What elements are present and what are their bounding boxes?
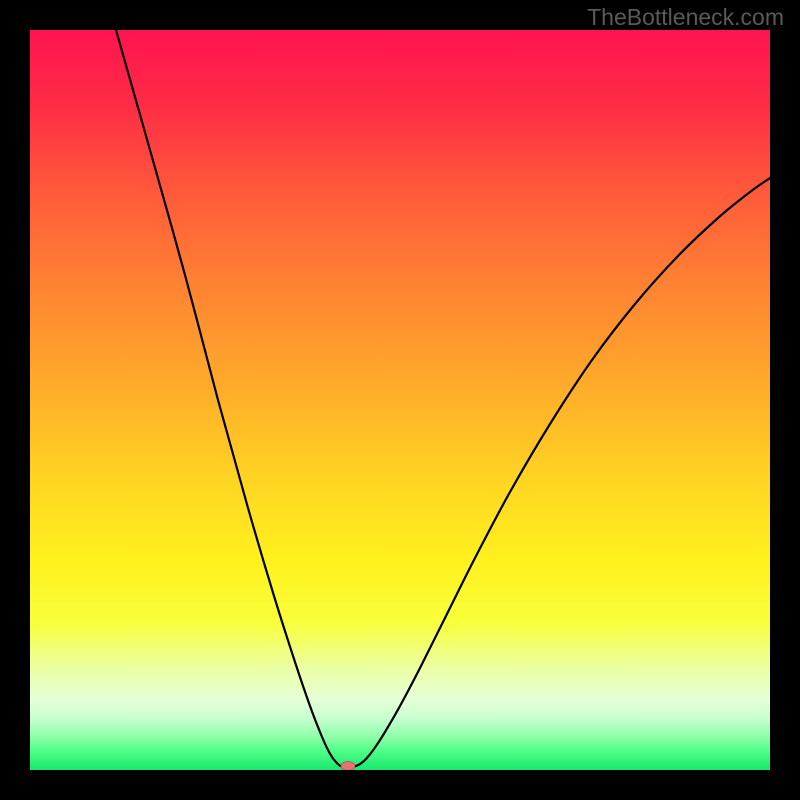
curve-right-branch bbox=[355, 178, 770, 766]
plot-area bbox=[30, 30, 770, 770]
bottleneck-curve bbox=[30, 30, 770, 770]
watermark-text: TheBottleneck.com bbox=[587, 4, 784, 31]
curve-left-branch bbox=[116, 30, 342, 766]
chart-frame: TheBottleneck.com bbox=[0, 0, 800, 800]
optimum-marker bbox=[341, 762, 355, 771]
